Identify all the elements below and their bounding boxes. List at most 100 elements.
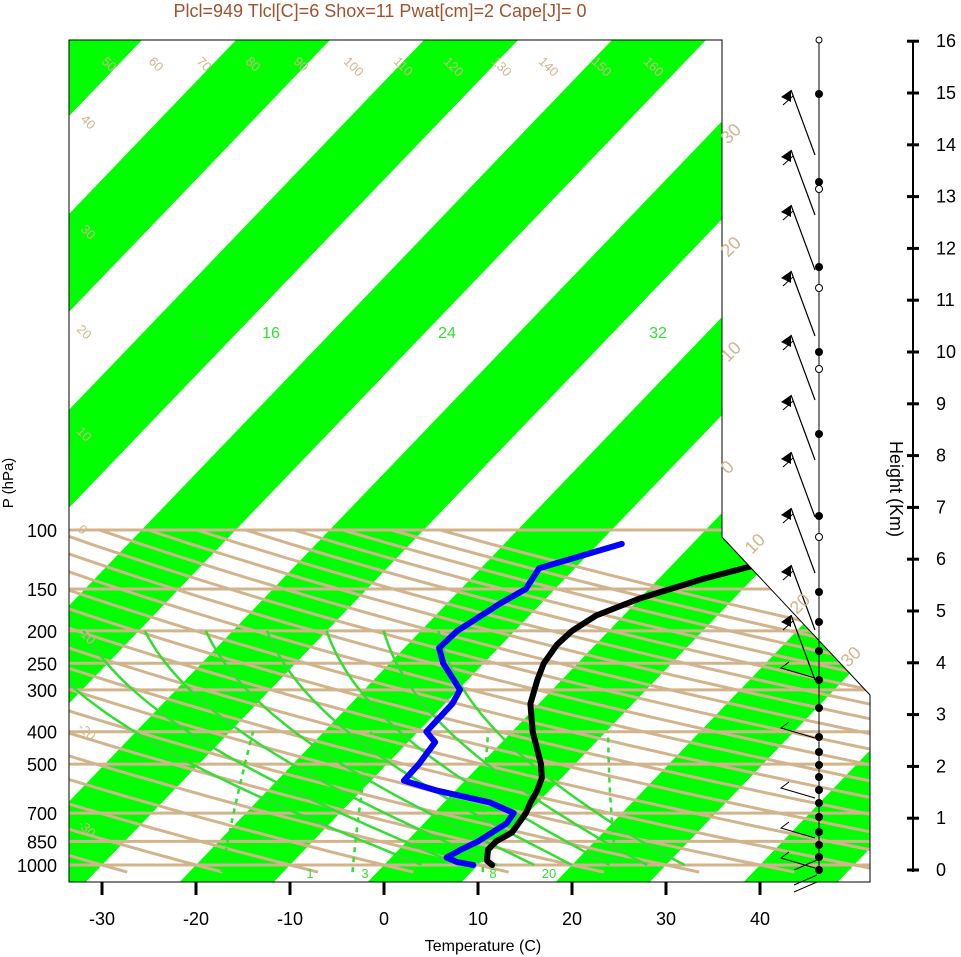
barb-dot xyxy=(815,533,823,541)
isotherm-label: 100 xyxy=(341,54,367,80)
y-tick-label: 400 xyxy=(27,723,57,743)
wind-barb-flag xyxy=(781,452,791,464)
height-tick-label: 6 xyxy=(936,549,946,569)
moist-adiabat xyxy=(325,630,611,867)
x-axis-label: Temperature (C) xyxy=(425,938,541,955)
barb-dot xyxy=(815,676,823,684)
wind-barb xyxy=(790,334,816,401)
wind-barb-flag xyxy=(781,395,791,407)
barb-dot xyxy=(815,786,823,794)
wind-barbs xyxy=(779,36,823,893)
height-tick-label: 5 xyxy=(936,601,946,621)
height-tick-label: 12 xyxy=(936,238,956,258)
dry-adiabat xyxy=(69,528,870,874)
barb-dot xyxy=(815,733,823,741)
dry-adiabat xyxy=(69,528,870,874)
mixing-ratio-label: 20 xyxy=(542,866,556,881)
wind-barb-flag xyxy=(781,335,791,347)
temperature-profile xyxy=(484,540,834,868)
barb-dot xyxy=(815,704,823,712)
mixing-ratio-label: 1 xyxy=(306,866,313,881)
moist-adiabat xyxy=(69,630,423,867)
barb-dot xyxy=(815,90,823,98)
y-tick-label: 100 xyxy=(27,521,57,541)
x-tick-label: -20 xyxy=(183,909,209,929)
barb-dot xyxy=(815,512,823,520)
band xyxy=(69,40,706,882)
chart-title: Plcl=949 Tlcl[C]=6 Shox=11 Pwat[cm]=2 Ca… xyxy=(173,1,586,21)
mixing-ratio-label: 12 xyxy=(190,325,208,342)
barb-dot xyxy=(815,841,823,849)
band xyxy=(743,40,870,882)
barb-dot xyxy=(815,853,823,861)
barb-dot xyxy=(815,618,823,626)
height-axis-label: Height (Km) xyxy=(886,441,906,537)
mixing-ratio-label: 24 xyxy=(438,325,456,342)
x-tick-label: -30 xyxy=(89,909,115,929)
barb-dot xyxy=(815,284,823,292)
height-tick-label: 16 xyxy=(936,31,956,51)
y-tick-label: 1000 xyxy=(17,856,57,876)
wind-barb-flag xyxy=(781,615,791,627)
wind-barb xyxy=(782,210,794,221)
isotherm-label: 140 xyxy=(536,54,562,80)
wind-barb xyxy=(790,89,816,156)
barb-dot xyxy=(815,36,823,44)
y-tick-label: 500 xyxy=(27,755,57,775)
y-tick-label: 700 xyxy=(27,804,57,824)
barb-dot xyxy=(815,866,823,874)
isotherm-label: 20 xyxy=(717,233,745,261)
y-tick-label: 200 xyxy=(27,622,57,642)
y-tick-label: 850 xyxy=(27,832,57,852)
wind-barb xyxy=(782,400,794,411)
height-tick-label: 4 xyxy=(936,653,946,673)
mixing-ratio-line xyxy=(481,731,490,873)
barb-dot xyxy=(815,799,823,807)
wind-barb xyxy=(782,513,794,524)
mixing-ratio-line xyxy=(606,731,619,873)
moist-adiabat xyxy=(437,630,686,867)
x-tick-label: 0 xyxy=(379,909,389,929)
dry-adiabat xyxy=(69,528,870,874)
wind-barb xyxy=(782,570,794,581)
band xyxy=(69,40,518,882)
x-tick-label: 30 xyxy=(656,909,676,929)
wind-barb xyxy=(790,614,816,681)
barb-dot xyxy=(815,348,823,356)
wind-barb xyxy=(790,451,816,518)
mixing-ratio-label: 3 xyxy=(361,866,368,881)
dry-adiabat xyxy=(293,528,870,874)
moist-adiabat xyxy=(143,630,498,867)
dry-adiabat xyxy=(196,528,870,874)
profiles xyxy=(400,540,834,868)
mixing-ratio-label: 32 xyxy=(649,325,667,342)
wind-barb xyxy=(790,564,816,631)
isotherm-label: 60 xyxy=(146,54,167,75)
wind-barb xyxy=(790,149,816,216)
wind-barb xyxy=(779,721,816,739)
wind-barb-flag xyxy=(781,90,791,102)
height-tick-label: 10 xyxy=(936,342,956,362)
dry-adiabat xyxy=(69,528,870,874)
height-tick-label: 13 xyxy=(936,187,956,207)
isotherm-label: 20 xyxy=(74,322,95,343)
wind-barb-flag xyxy=(781,565,791,577)
wind-barb xyxy=(782,155,794,166)
dry-adiabat xyxy=(69,528,414,874)
wind-barb-flag xyxy=(781,271,791,283)
wind-barb xyxy=(793,881,818,893)
wind-barb xyxy=(782,457,794,468)
y-tick-label: 250 xyxy=(27,654,57,674)
wind-barb xyxy=(779,661,816,679)
x-tick-label: 20 xyxy=(562,909,582,929)
height-tick-label: 15 xyxy=(936,83,956,103)
barb-dot xyxy=(815,178,823,186)
barb-dot xyxy=(815,773,823,781)
height-tick-label: 8 xyxy=(936,446,946,466)
barb-dot xyxy=(815,813,823,821)
wind-barb-flag xyxy=(781,150,791,162)
wind-barb xyxy=(779,781,816,799)
isotherm-label: 10 xyxy=(741,530,769,558)
mixing-ratio-lines xyxy=(69,630,686,873)
